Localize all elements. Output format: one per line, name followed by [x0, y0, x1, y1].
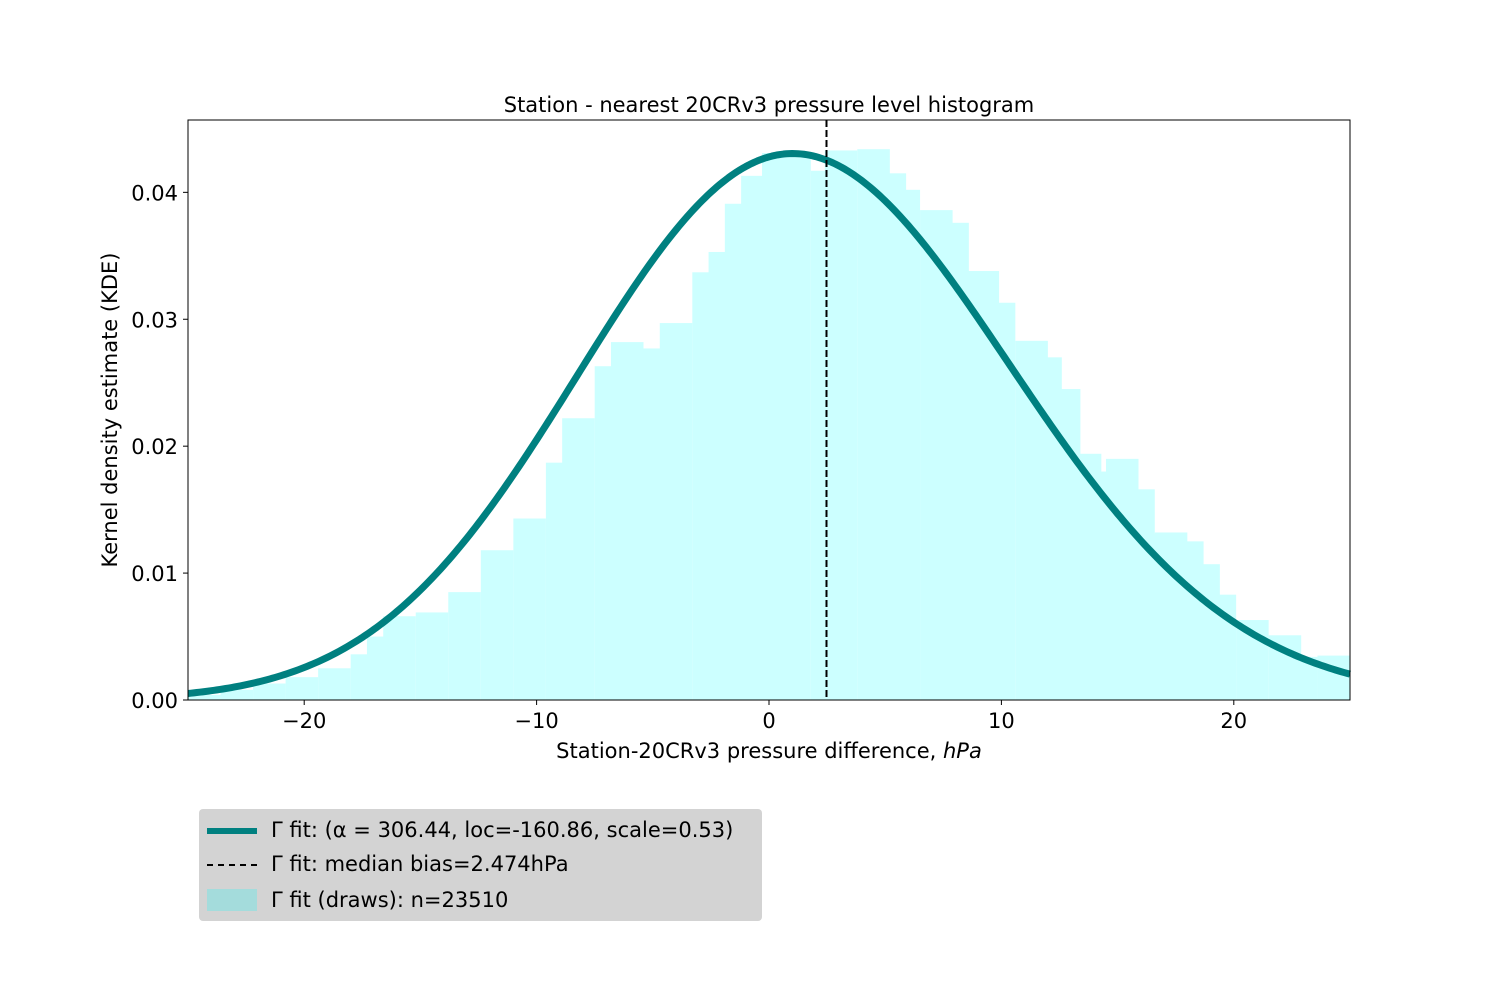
histogram-bar — [480, 550, 514, 700]
x-tick-label: 20 — [1220, 709, 1247, 733]
y-tick-label: 0.04 — [131, 181, 178, 205]
histogram-bar — [610, 342, 644, 700]
x-axis-label: Station-20CRv3 pressure difference, hPa — [556, 739, 982, 763]
legend-item-gamma-fit: Γ fit: (α = 306.44, loc=-160.86, scale=0… — [199, 815, 762, 845]
legend-item-median-bias: Γ fit: median bias=2.474hPa — [199, 849, 762, 879]
histogram-bar — [562, 418, 595, 700]
x-tick-label: 10 — [988, 709, 1015, 733]
histogram-bar — [778, 154, 811, 700]
y-axis-ticks: 0.00 0.01 0.02 0.03 0.04 — [131, 181, 188, 713]
gamma-fit-layer — [187, 150, 1351, 697]
y-tick-label: 0.01 — [131, 562, 178, 586]
legend-label: Γ fit (draws): n=23510 — [271, 888, 509, 912]
y-tick-label: 0.00 — [131, 689, 178, 713]
x-axis-label-unit: hPa — [943, 739, 982, 763]
y-tick-label: 0.02 — [131, 435, 178, 459]
histogram-bar — [887, 189, 921, 700]
histogram-bar — [285, 677, 319, 700]
histogram-bar — [253, 683, 286, 700]
histogram-bar — [824, 150, 858, 700]
chart-title: Station - nearest 20CRv3 pressure level … — [504, 93, 1035, 117]
x-tick-label: −10 — [514, 709, 558, 733]
legend-swatch-line — [207, 815, 257, 845]
histogram-bar — [659, 323, 693, 700]
x-axis-ticks: −20 −10 0 10 20 — [282, 700, 1247, 733]
x-tick-label: 0 — [762, 709, 775, 733]
gamma-fit-line — [187, 150, 1351, 697]
legend-label: Γ fit: (α = 306.44, loc=-160.86, scale=0… — [271, 818, 734, 842]
legend-item-draws: Γ fit (draws): n=23510 — [199, 885, 762, 915]
y-tick-label: 0.03 — [131, 308, 178, 332]
histogram-bar — [415, 612, 449, 700]
legend-swatch-dashed — [207, 849, 257, 879]
histogram-bar — [318, 668, 351, 700]
x-axis-label-text: Station-20CRv3 pressure difference, — [556, 739, 943, 763]
legend-label: Γ fit: median bias=2.474hPa — [271, 852, 569, 876]
x-tick-label: −20 — [282, 709, 326, 733]
histogram-bar — [513, 518, 546, 700]
y-axis-label: Kernel density estimate (KDE) — [98, 253, 122, 568]
legend-swatch-patch — [207, 885, 257, 915]
histogram-bar — [220, 689, 254, 700]
histogram-bars — [188, 149, 1350, 701]
histogram-bar — [383, 616, 416, 700]
histogram-bar — [448, 592, 481, 700]
chart-legend: Γ fit: (α = 306.44, loc=-160.86, scale=0… — [199, 809, 762, 921]
histogram-bar — [188, 694, 221, 700]
